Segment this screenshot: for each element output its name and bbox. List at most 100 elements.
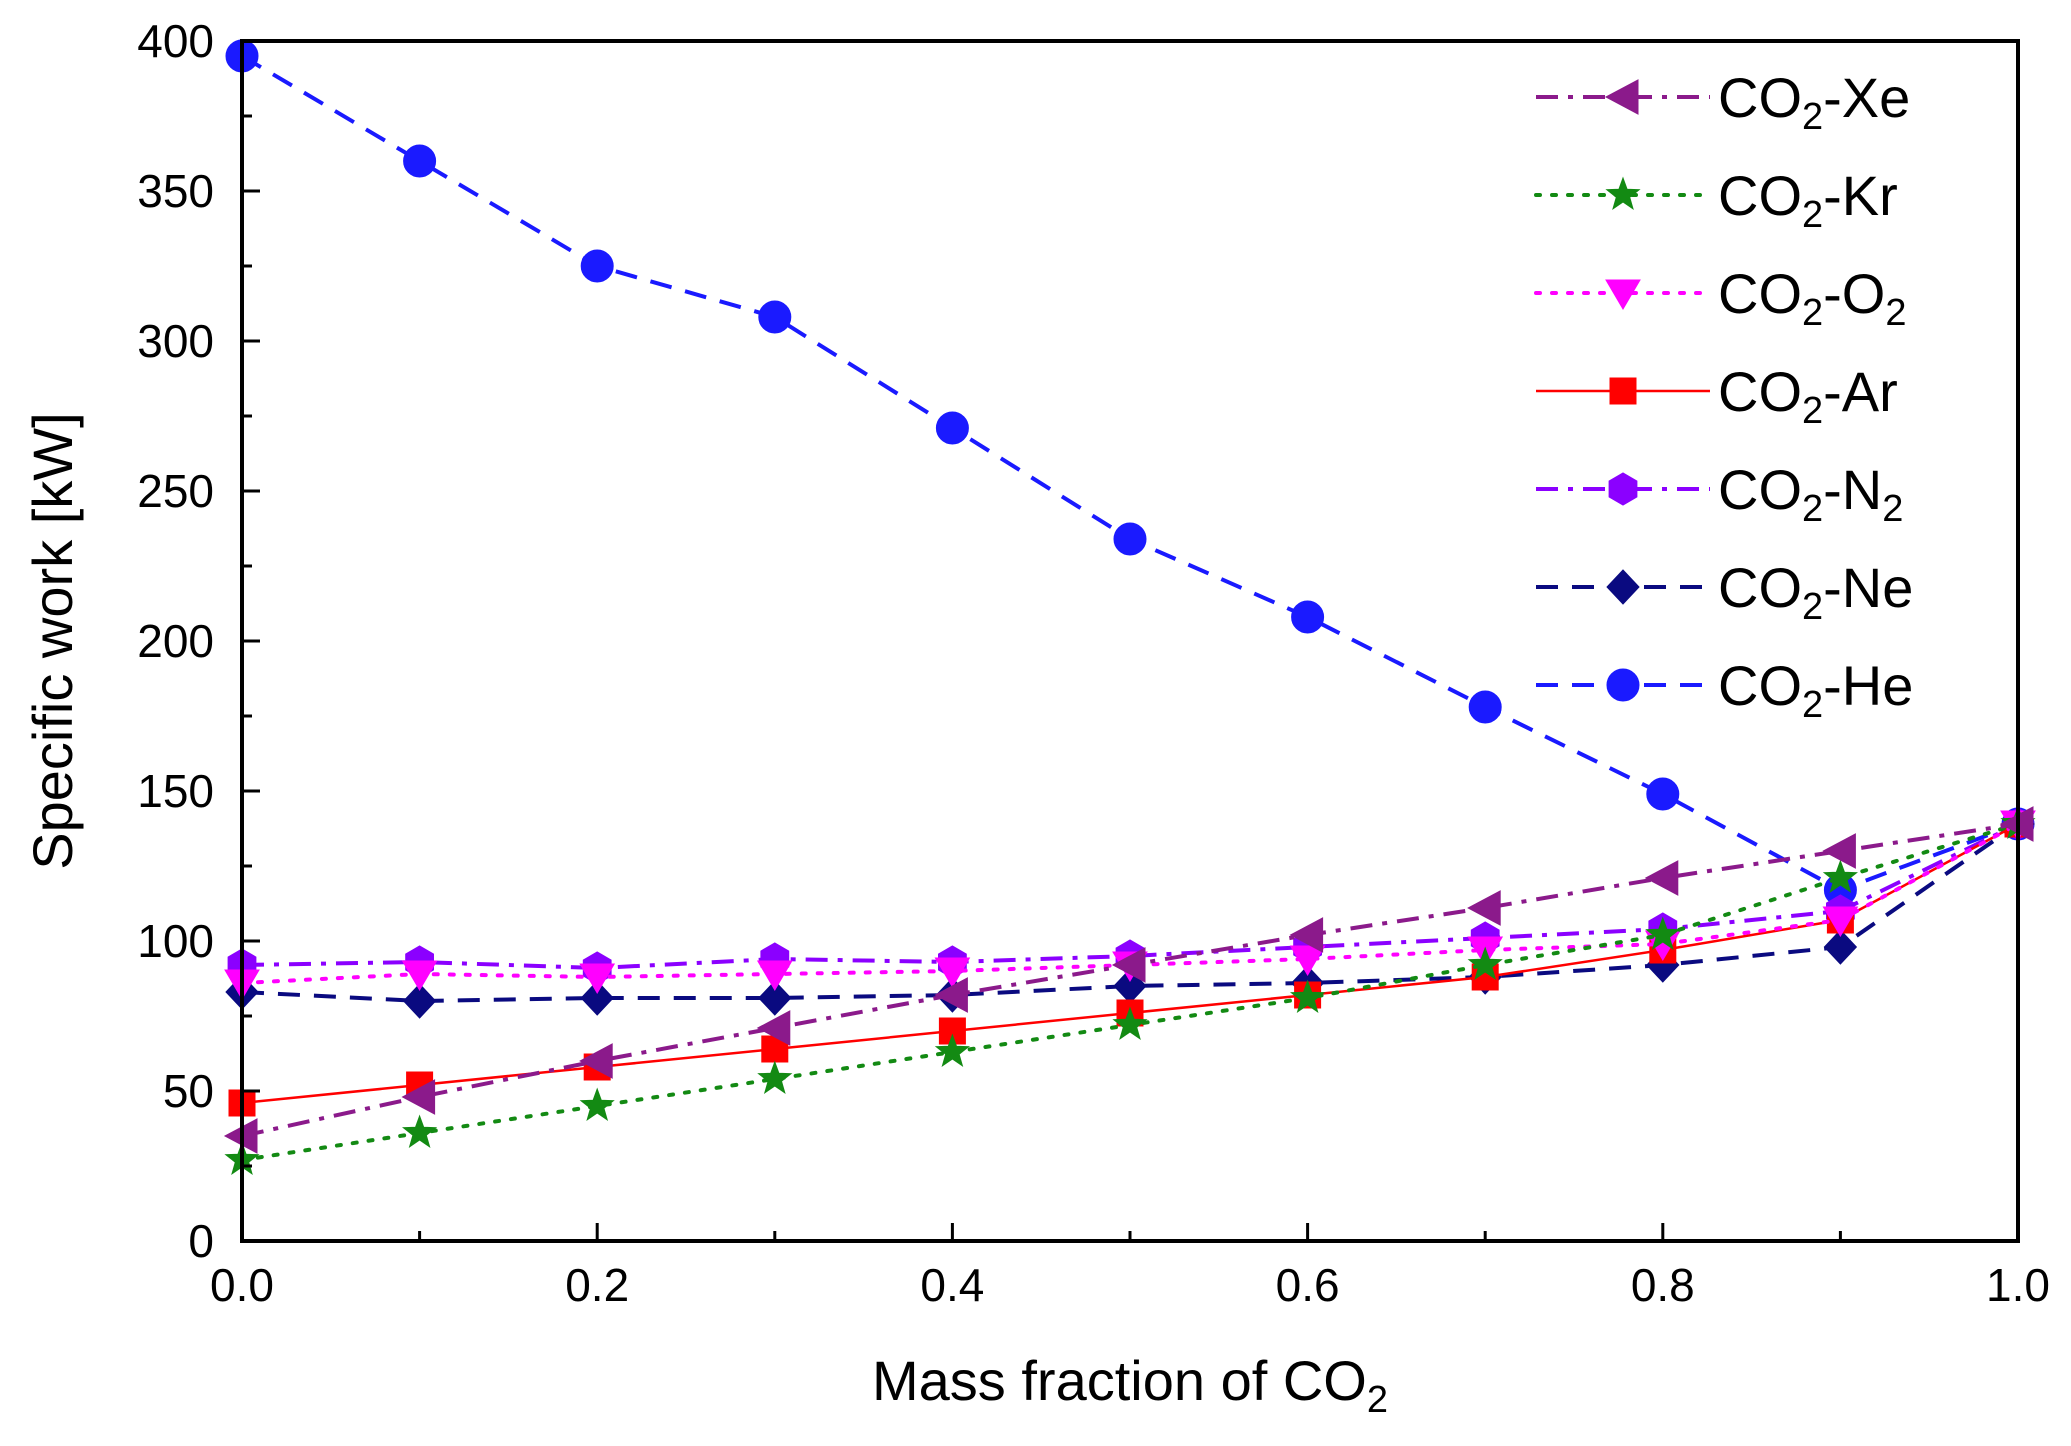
x-axis-label-sub: 2 [1367,1379,1388,1421]
legend-marker [1606,668,1640,702]
data-point [579,1043,613,1079]
y-tick-label: 250 [137,465,214,517]
data-point [1113,522,1147,556]
data-point [1289,945,1326,976]
data-point [935,411,969,445]
legend-entry-co2-n2: CO2-N2 [1536,458,1903,530]
y-tick-label: 100 [137,915,214,967]
legend-label: CO2-N2 [1718,458,1903,530]
data-point [401,1079,436,1115]
data-point [401,960,438,991]
legend-label-sub2: 2 [1882,488,1903,530]
y-axis-label: Specific work [kW] [21,412,84,869]
y-tick-label: 350 [137,165,214,217]
x-tick-label: 1.0 [1986,1259,2050,1311]
data-point [1467,946,1503,980]
data-point [1289,917,1324,953]
data-point [934,977,968,1013]
data-point [1646,777,1680,811]
data-point [1290,979,1326,1013]
legend-label-sub2: 2 [1885,292,1906,334]
legend-marker [1606,569,1640,605]
data-point [1823,929,1858,965]
data-point [580,980,614,1016]
legend-label: CO2-Ne [1718,556,1913,628]
legend-label-main: CO [1718,262,1802,325]
y-tick-label: 0 [188,1215,214,1267]
data-point [756,960,793,991]
data-point [402,1114,438,1148]
legend-entry-co2-ne: CO2-Ne [1536,556,1913,628]
legend-label-rest: -He [1823,654,1913,717]
data-point [1112,1006,1148,1040]
data-point [402,983,437,1019]
legend-label-sub: 2 [1802,390,1823,432]
data-point [934,957,971,988]
data-point [403,144,437,178]
legend-entry-co2-ar: CO2-Ar [1536,360,1898,432]
x-tick-label: 0.0 [210,1259,274,1311]
x-tick-label: 0.8 [1631,1259,1695,1311]
legend-label-rest: -O [1823,262,1885,325]
legend-label-rest: -Ar [1823,360,1898,423]
legend-label-main: CO [1718,654,1802,717]
data-point [579,1087,615,1121]
y-tick-label: 50 [163,1065,214,1117]
legend-label: CO2-Ar [1718,360,1898,432]
legend-label-main: CO [1718,360,1802,423]
data-point [1468,690,1502,724]
x-tick-label: 0.2 [565,1259,629,1311]
legend-label-sub: 2 [1802,488,1823,530]
data-point [1822,859,1858,893]
legend-label-main: CO [1718,458,1802,521]
y-tick-label: 300 [137,315,214,367]
data-point [758,980,792,1016]
legend-marker [1605,176,1641,210]
legend-marker [1605,279,1641,310]
series-line [241,822,2020,1004]
y-tick-label: 200 [137,615,214,667]
legend-label-sub: 2 [1802,684,1823,726]
data-point [1822,906,1859,937]
legend-label: CO2-Kr [1718,164,1898,236]
data-point [1822,833,1856,869]
legend-label-main: CO [1718,556,1802,619]
legend-label-rest: -N [1823,458,1882,521]
legend-marker [1604,79,1639,115]
legend-label-rest: -Kr [1823,164,1898,227]
legend-entry-co2-kr: CO2-Kr [1534,164,1898,236]
data-point [758,300,792,334]
y-tick-label: 400 [137,15,214,67]
legend-marker [1608,472,1638,506]
legend-label-sub: 2 [1802,194,1823,236]
x-tick-label: 0.4 [920,1259,984,1311]
legend-label-rest: -Ne [1823,556,1913,619]
legend-label-sub: 2 [1802,586,1823,628]
data-point [580,249,614,283]
legend-entry-co2-o2: CO2-O2 [1534,262,1907,334]
data-point [1291,600,1325,634]
data-point [579,963,616,994]
legend-entry-co2-he: CO2-He [1536,654,1913,726]
legend-label-sub: 2 [1802,292,1823,334]
legend-marker [1609,377,1637,405]
series-co2-he [225,39,2035,907]
legend: CO2-XeCO2-KrCO2-O2CO2-ArCO2-N2CO2-NeCO2-… [1534,66,1913,726]
ticks-layer: 0.0 0.2 0.4 0.6 0.8 1.0 0 50 100 150 200 250 300 350 4… [137,15,2050,1311]
data-point [1645,916,1681,950]
legend-label: CO2-He [1718,654,1913,726]
x-axis-label-main: Mass fraction of CO [872,1349,1367,1412]
data-point [756,1010,791,1046]
legend-entry-co2-xe: CO2-Xe [1536,66,1910,138]
legend-label-sub: 2 [1802,96,1823,138]
series-co2-xe [223,806,2034,1154]
data-point [757,1060,793,1094]
x-tick-label: 0.6 [1276,1259,1340,1311]
legend-label-main: CO [1718,164,1802,227]
legend-label: CO2-Xe [1718,66,1910,138]
data-point [1644,860,1679,896]
data-point [1467,890,1501,926]
y-tick-label: 150 [137,765,214,817]
